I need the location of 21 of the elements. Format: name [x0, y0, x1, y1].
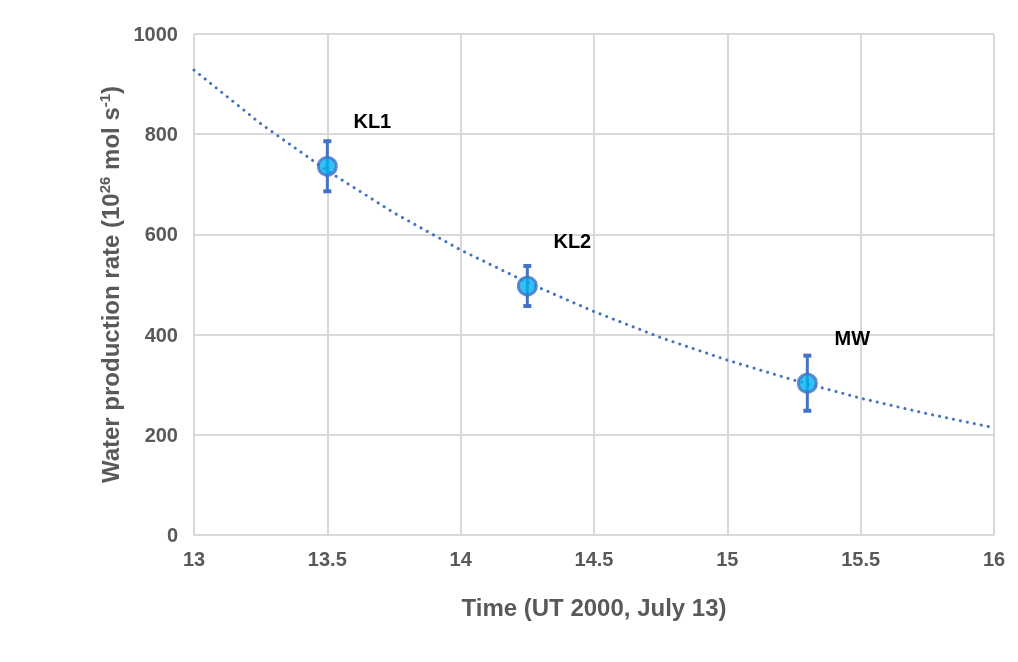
annotation: KL1 [353, 110, 392, 133]
y-tick-label: 0 [166, 524, 178, 546]
y-axis-title: Water production rate (1026 mol s-1) [96, 85, 124, 484]
x-tick-label: 13.5 [307, 548, 347, 570]
x-tick-label: 15.5 [841, 548, 881, 570]
point [516, 275, 538, 297]
annotation: KL2 [553, 230, 592, 252]
x-axis-title: Time (UT 2000, July 13) [461, 593, 727, 621]
point [316, 155, 338, 177]
x-tick-label: 13 [182, 548, 206, 570]
x-tick-label: 15 [716, 548, 739, 570]
y-tick-label: 1000 [133, 23, 178, 45]
x-tick-label: 14.5 [574, 548, 614, 570]
y-tick-label: 200 [144, 423, 178, 446]
x-tick-label: 16 [982, 548, 1006, 570]
x-tick-label: 14 [449, 548, 473, 570]
annotation: MW [834, 327, 871, 350]
y-tick-label: 600 [144, 223, 178, 246]
y-tick-label: 400 [144, 323, 178, 346]
point [796, 372, 818, 394]
y-tick-label: 800 [144, 123, 178, 146]
